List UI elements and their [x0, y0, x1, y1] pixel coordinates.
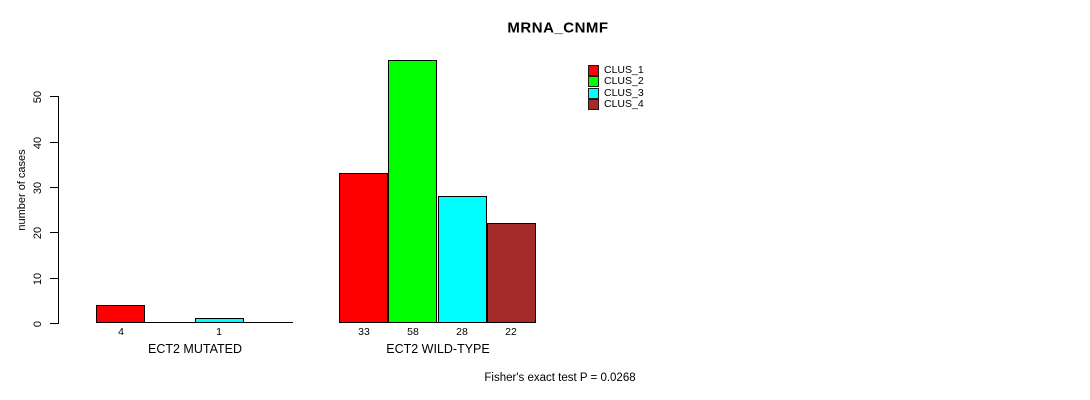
y-tick	[50, 96, 58, 97]
legend-swatch-icon	[588, 99, 599, 110]
legend-label: CLUS_4	[604, 98, 644, 110]
annotation-pvalue: Fisher's exact test P = 0.0268	[484, 372, 636, 384]
y-tick-label: 20	[32, 226, 44, 239]
bar-clus_2	[388, 60, 437, 323]
legend-swatch-icon	[588, 88, 599, 99]
y-tick	[50, 278, 58, 279]
y-tick	[50, 142, 58, 143]
bar-clus_3	[195, 318, 244, 323]
y-axis-line	[58, 96, 59, 324]
group-baseline	[339, 322, 536, 323]
legend-swatch-icon	[588, 76, 599, 87]
bar-value-label: 4	[118, 326, 124, 338]
legend-label: CLUS_3	[604, 87, 644, 99]
legend-item-clus_4: CLUS_4	[588, 99, 644, 110]
chart-title: MRNA_CNMF	[507, 19, 609, 37]
bar-value-label: 58	[407, 326, 419, 338]
bar-value-label: 22	[505, 326, 517, 338]
y-tick-label: 0	[32, 320, 44, 327]
legend-item-clus_1: CLUS_1	[588, 65, 644, 76]
y-tick-label: 50	[32, 90, 44, 103]
bar-clus_3	[438, 196, 487, 323]
x-group-label: ECT2 WILD-TYPE	[386, 342, 490, 356]
y-tick	[50, 323, 58, 324]
y-tick-label: 10	[32, 272, 44, 285]
y-tick	[50, 232, 58, 233]
bar-value-label: 33	[358, 326, 370, 338]
y-tick-label: 30	[32, 181, 44, 194]
legend-swatch-icon	[588, 65, 599, 76]
y-axis-label: number of cases	[16, 149, 28, 231]
y-tick	[50, 187, 58, 188]
legend-label: CLUS_1	[604, 64, 644, 76]
group-baseline	[96, 322, 293, 323]
bar-value-label: 1	[216, 326, 222, 338]
x-group-label: ECT2 MUTATED	[148, 342, 242, 356]
bar-clus_4	[487, 223, 536, 323]
y-tick-label: 40	[32, 136, 44, 149]
legend-item-clus_2: CLUS_2	[588, 76, 644, 87]
legend-label: CLUS_2	[604, 75, 644, 87]
bar-clus_1	[339, 173, 388, 323]
bar-value-label: 28	[456, 326, 468, 338]
bar-clus_1	[96, 305, 145, 323]
legend-item-clus_3: CLUS_3	[588, 88, 644, 99]
